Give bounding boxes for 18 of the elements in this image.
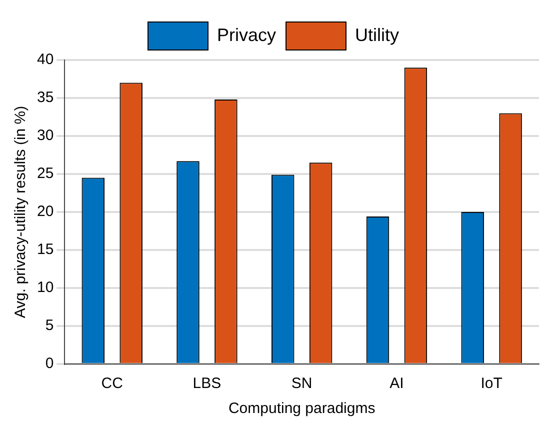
y-tick-label: 40: [36, 51, 54, 68]
y-tick-label: 10: [36, 279, 54, 296]
y-tick-label: 0: [45, 355, 54, 372]
y-tick-label: 20: [36, 203, 54, 220]
y-tick-label: 15: [36, 241, 54, 258]
x-tick-label: IoT: [480, 375, 502, 392]
y-tick-label: 30: [36, 127, 54, 144]
x-tick-label: LBS: [192, 375, 222, 392]
y-tick-label: 35: [36, 89, 54, 106]
x-tick-label: AI: [390, 375, 404, 392]
legend-label: Privacy: [216, 24, 276, 45]
x-tick-label: CC: [101, 375, 124, 392]
y-tick-label: 25: [36, 165, 54, 182]
y-axis-title: Avg. privacy-utility results (in %): [12, 106, 30, 318]
y-tick-label: 5: [45, 317, 54, 334]
x-axis-title: Computing paradigms: [228, 400, 376, 418]
x-tick-label: SN: [291, 375, 312, 392]
legend-label: Utility: [355, 24, 400, 45]
